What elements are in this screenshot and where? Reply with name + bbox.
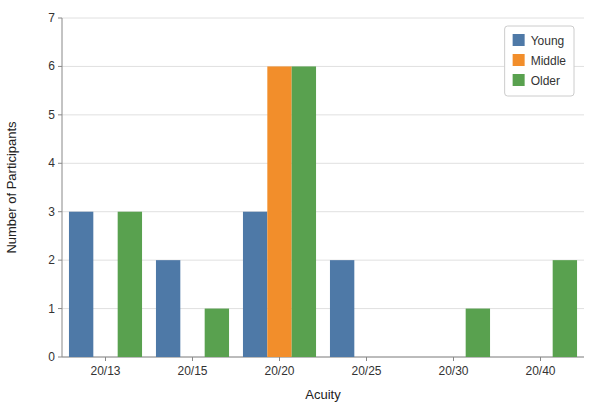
- y-tick: [58, 18, 62, 19]
- x-tick-label: 20/30: [438, 364, 468, 378]
- legend-swatch: [513, 74, 525, 86]
- chart: 0 1 2 3 4 5 6 7 20/13 20/15 20/20 20/25 20/30 20/40 Ac…: [0, 0, 600, 409]
- y-tick-label: 2: [48, 253, 55, 267]
- y-tick-label: 3: [48, 205, 55, 219]
- x-tick: [453, 357, 454, 361]
- bar: [118, 212, 142, 357]
- bar: [330, 260, 354, 357]
- bars: [69, 66, 577, 357]
- y-tick: [58, 66, 62, 67]
- x-tick-label: 20/40: [525, 364, 555, 378]
- x-tick: [366, 357, 367, 361]
- bar: [156, 260, 180, 357]
- x-tick-label: 20/13: [90, 364, 120, 378]
- legend-box: [505, 26, 574, 96]
- y-tick: [58, 260, 62, 261]
- y-tick: [58, 357, 62, 358]
- y-tick-label: 7: [48, 11, 55, 25]
- bar: [205, 309, 229, 357]
- bar: [180, 357, 204, 358]
- y-tick-label: 1: [48, 302, 55, 316]
- legend: Young Middle Older: [505, 26, 574, 96]
- x-tick: [192, 357, 193, 361]
- x-tick-label: 20/15: [177, 364, 207, 378]
- x-axis-label: Acuity: [305, 387, 341, 402]
- bar: [292, 66, 316, 357]
- y-tick-label: 0: [48, 350, 55, 364]
- y-tick: [58, 114, 62, 115]
- bar: [504, 357, 528, 358]
- x-tick: [279, 357, 280, 361]
- grid-line: [62, 163, 584, 164]
- axes: 0 1 2 3 4 5 6 7 20/13 20/15 20/20 20/25 20/30 20/40: [48, 11, 584, 378]
- legend-label: Older: [531, 74, 560, 88]
- x-tick-label: 20/20: [264, 364, 294, 378]
- y-tick-label: 6: [48, 59, 55, 73]
- grid: [62, 18, 584, 357]
- bar: [553, 260, 577, 357]
- grid-line: [62, 18, 584, 19]
- y-tick: [58, 211, 62, 212]
- x-tick: [105, 357, 106, 361]
- bar: [466, 309, 490, 357]
- grid-line: [62, 114, 584, 115]
- y-tick: [58, 163, 62, 164]
- bar: [528, 357, 552, 358]
- chart-container: 0 1 2 3 4 5 6 7 20/13 20/15 20/20 20/25 20/30 20/40 Ac…: [0, 0, 600, 409]
- y-axis-label: Number of Participants: [4, 121, 19, 254]
- legend-label: Middle: [531, 54, 567, 68]
- x-tick-label: 20/25: [351, 364, 381, 378]
- legend-swatch: [513, 34, 525, 46]
- bar: [379, 357, 403, 358]
- bar: [267, 66, 291, 357]
- bar: [93, 357, 117, 358]
- bar: [441, 357, 465, 358]
- y-tick: [58, 308, 62, 309]
- bar: [417, 357, 441, 358]
- bar: [69, 212, 93, 357]
- bar: [243, 212, 267, 357]
- legend-swatch: [513, 54, 525, 66]
- x-tick: [540, 357, 541, 361]
- y-axis-line: [62, 18, 63, 357]
- y-tick-label: 4: [48, 156, 55, 170]
- y-tick-label: 5: [48, 108, 55, 122]
- legend-label: Young: [531, 34, 565, 48]
- bar: [354, 357, 378, 358]
